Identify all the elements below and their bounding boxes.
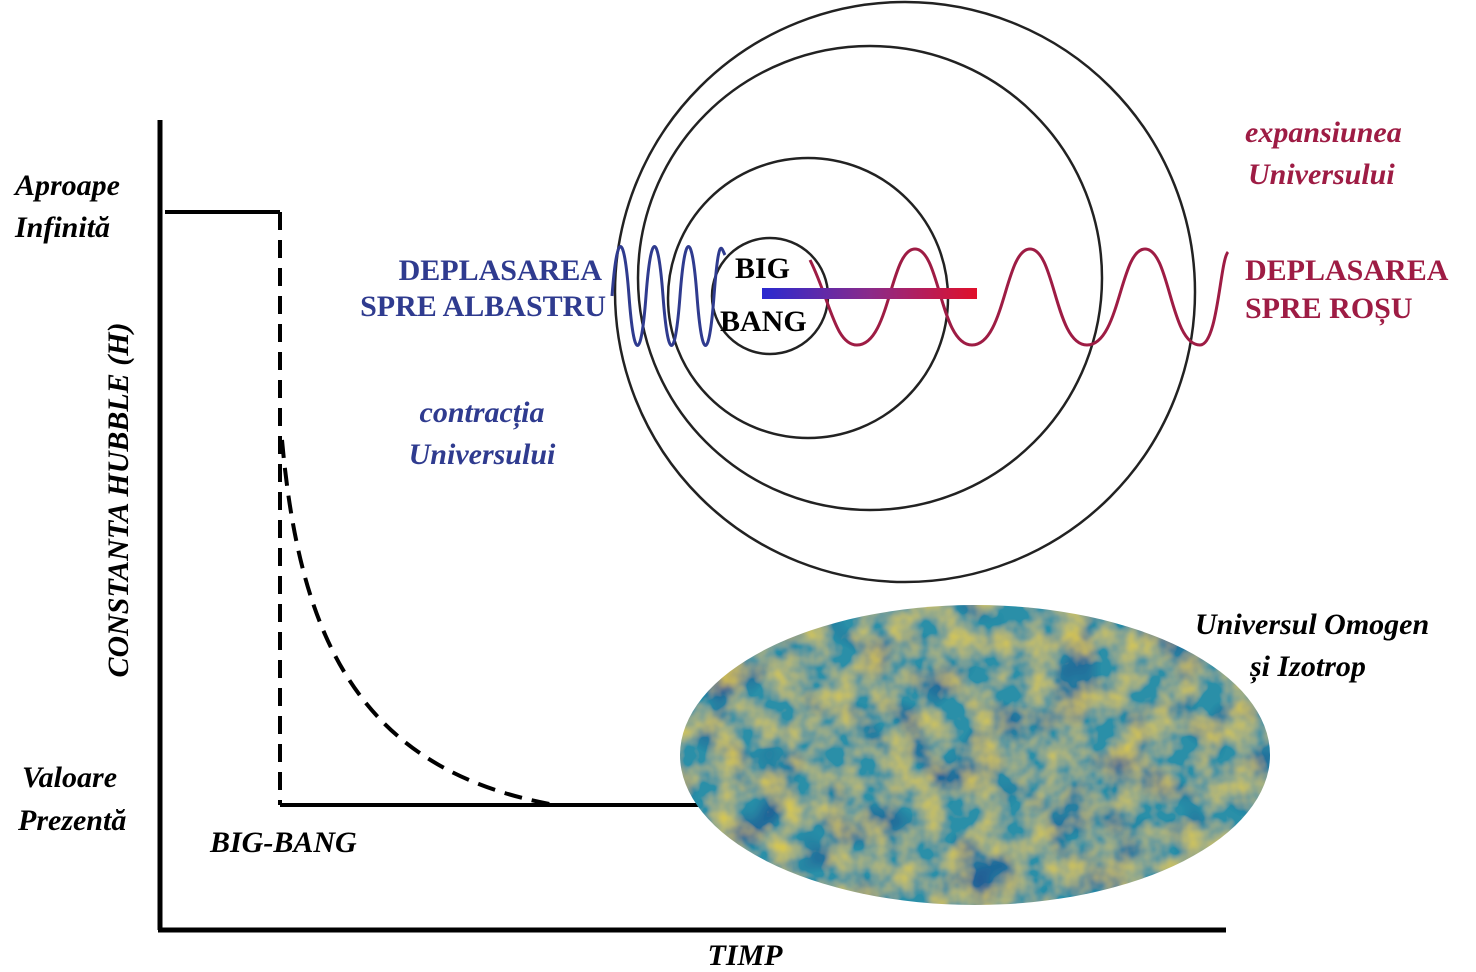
red-wave	[808, 247, 1230, 347]
expansion-label: Universului	[1248, 158, 1395, 191]
cmb-caption: Universul Omogen	[1195, 608, 1429, 641]
redshift-label: DEPLASAREA	[1245, 254, 1449, 287]
y-axis-label: CONSTANTA HUBBLE (H)	[102, 322, 135, 677]
origin-label: BIG-BANG	[209, 826, 357, 859]
bottom-level: Prezentă	[17, 804, 126, 837]
cmb-caption: și Izotrop	[1249, 650, 1366, 684]
center-label: BIG	[735, 252, 790, 285]
top-level: Aproape	[13, 169, 120, 202]
axes	[157, 120, 1226, 933]
blue-wave	[610, 245, 727, 347]
redshift-label: SPRE ROȘU	[1245, 292, 1413, 326]
blueshift-label: DEPLASAREA	[399, 254, 603, 287]
bottom-level: Valoare	[22, 761, 117, 794]
top-level: Infinită	[14, 211, 110, 244]
expansion-label: expansiunea	[1245, 116, 1402, 149]
center-label: BANG	[720, 305, 807, 338]
cmb-map	[680, 605, 1270, 905]
hubble-curves	[165, 210, 700, 807]
blueshift-label: SPRE ALBASTRU	[360, 290, 606, 323]
x-axis-label: TIMP	[708, 939, 784, 972]
contraction-label: contracția	[420, 396, 545, 430]
contraction-label: Universului	[409, 438, 556, 471]
spectrum-bar	[762, 288, 977, 299]
